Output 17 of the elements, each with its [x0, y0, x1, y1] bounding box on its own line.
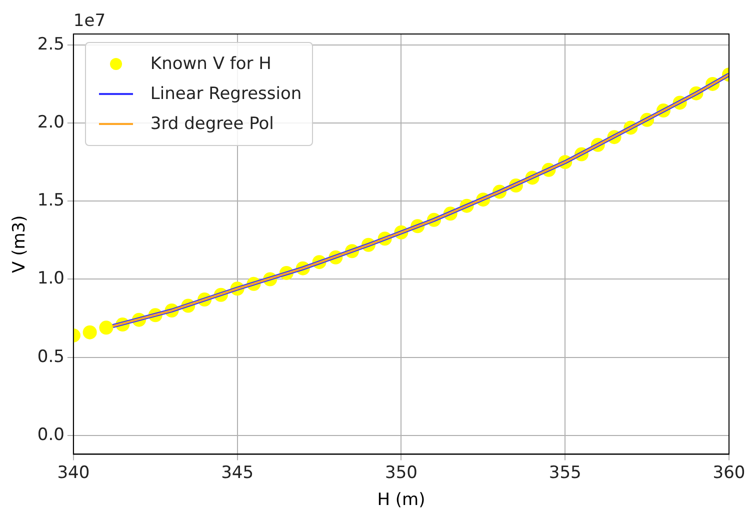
x-tick-label: 340: [57, 462, 90, 483]
text: 1e7: [73, 10, 106, 31]
x-tick-label: 360: [712, 462, 746, 483]
x-tick-label: 345: [221, 462, 254, 483]
y-tick-label: 2.0: [37, 112, 64, 132]
y-axis-title: V (m3): [10, 215, 30, 273]
y-tick-label: 1.0: [37, 268, 64, 289]
y-tick-label: 0.5: [37, 346, 64, 367]
legend-label: 3rd degree Pol: [150, 114, 274, 134]
y-tick-label: 2.5: [37, 34, 64, 54]
x-axis-title: H (m): [377, 490, 426, 510]
legend-label: Known V for H: [150, 54, 272, 74]
x-tick-label: 355: [548, 462, 582, 483]
y-tick-label: 0.0: [37, 424, 64, 445]
y-tick-label: 1.5: [37, 190, 64, 211]
legend-label: Linear Regression: [150, 84, 302, 104]
x-tick-label: 350: [384, 462, 418, 483]
